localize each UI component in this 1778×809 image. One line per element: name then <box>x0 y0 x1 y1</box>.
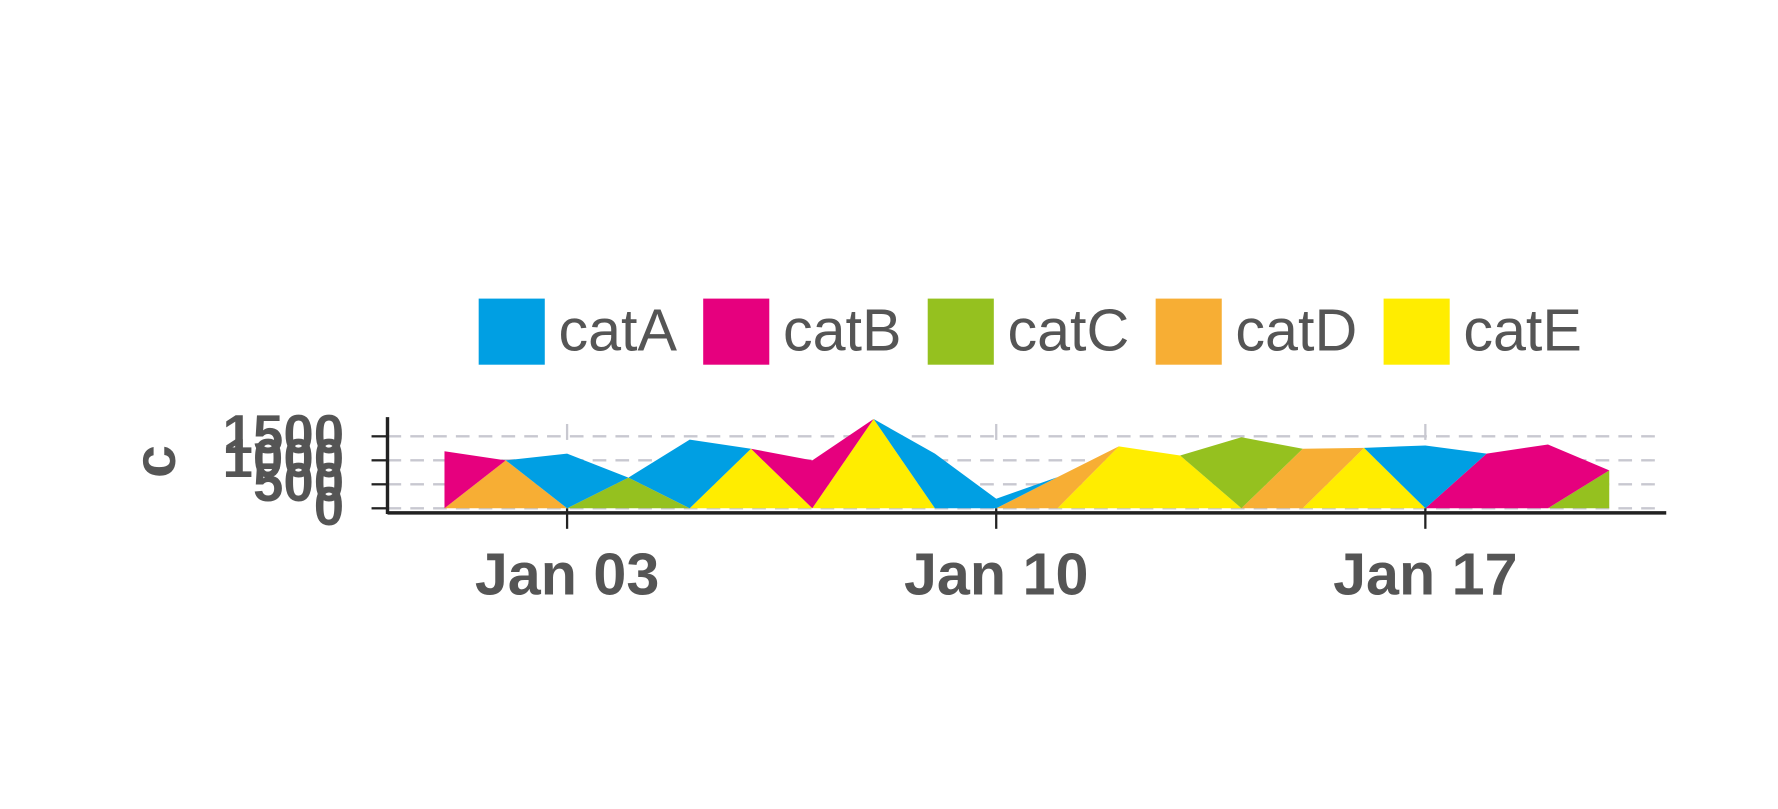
y-tick-label: 1000 <box>223 427 345 489</box>
legend-label: catD <box>1235 297 1357 364</box>
legend-label: catA <box>558 297 677 364</box>
x-tick-label: Jan 10 <box>904 541 1088 608</box>
y-tick-label: 1500 <box>223 403 345 465</box>
legend-swatch <box>1383 298 1450 365</box>
legend-swatch <box>927 298 994 365</box>
area <box>444 419 1610 509</box>
legend-label: catE <box>1463 297 1582 364</box>
area <box>444 419 1610 509</box>
y-axis-title: c <box>121 445 188 478</box>
y-tick-label: 500 <box>253 451 344 513</box>
legend-label: catB <box>783 297 902 364</box>
legend-label: catC <box>1007 297 1129 364</box>
area <box>444 419 1610 509</box>
legend-swatch <box>478 298 545 365</box>
x-tick-label: Jan 03 <box>475 541 659 608</box>
area <box>444 419 1610 509</box>
legend-swatch <box>1155 298 1222 365</box>
y-tick-label: 0 <box>314 475 344 537</box>
x-tick-label: Jan 17 <box>1333 541 1517 608</box>
legend-swatch <box>703 298 770 365</box>
